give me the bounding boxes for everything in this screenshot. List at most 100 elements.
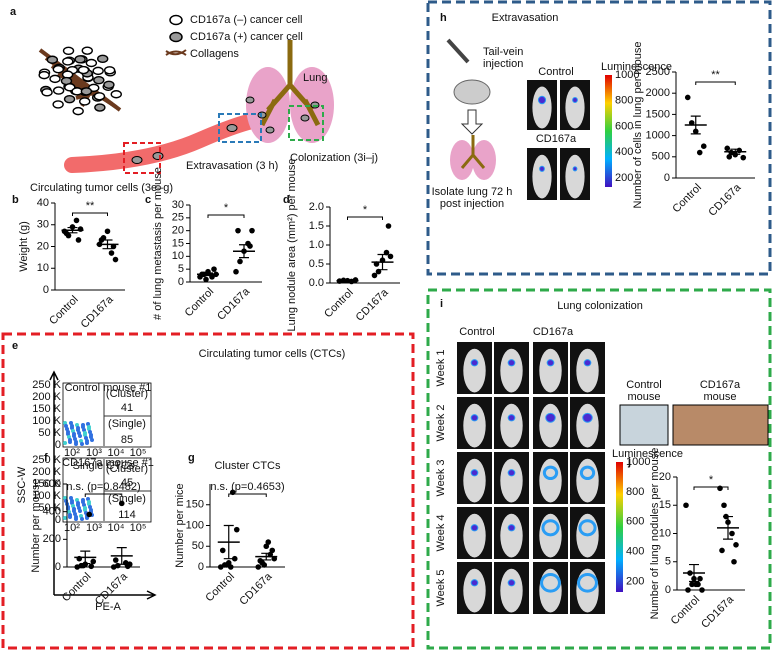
x-tick-label: CD167a: [215, 285, 253, 323]
y-tick-label: 5: [178, 263, 184, 275]
zoom-box: [123, 142, 161, 174]
mouse-body: [463, 458, 486, 503]
flow-dot: [78, 509, 82, 513]
week-label: Week 4: [435, 514, 447, 551]
data-point: [371, 272, 378, 279]
data-point: [211, 266, 217, 272]
cancer-cell: [81, 46, 93, 55]
luminescence-signal: [578, 519, 597, 537]
data-point: [685, 587, 691, 593]
plot-title: Control mouse #1: [65, 382, 152, 394]
flow-y-tick: 150 K: [32, 478, 61, 490]
mouse-body: [576, 403, 599, 448]
y-axis-title: Lung nodule area (mm²) per mouse: [286, 158, 298, 331]
flow-x-tick: 10³: [86, 447, 102, 459]
cancer-cell: [52, 65, 65, 74]
significance-label: **: [711, 69, 720, 81]
error-bar: [239, 244, 249, 259]
colorbar-tick: 200: [626, 576, 644, 588]
mouse-body: [565, 154, 585, 199]
flow-y-tick: 250 K: [32, 454, 61, 466]
cancer-cell: [93, 92, 106, 101]
luminescence-signal: [540, 572, 561, 593]
data-point: [352, 277, 359, 283]
error-bar: [203, 272, 213, 277]
flow-x-tick: 10²: [64, 447, 80, 459]
panel-label: a: [10, 6, 17, 18]
data-point: [699, 587, 705, 593]
y-tick-label: 2.0: [309, 201, 324, 213]
flow-dot: [72, 507, 76, 511]
y-tick-label: 0: [55, 561, 61, 573]
luminescence-signal: [470, 359, 479, 367]
x-tick-label: CD167a: [79, 293, 117, 331]
lung-label: Lung: [303, 72, 327, 84]
data-point: [721, 502, 727, 509]
y-axis-title: Number of cells in lung per mouse: [632, 42, 644, 209]
y-tick-label: 0.5: [309, 258, 324, 270]
flow-dot: [89, 508, 93, 512]
significance-bracket: [207, 214, 245, 218]
legend-icon: [169, 31, 183, 43]
luminescence-signal: [507, 579, 516, 587]
y-tick-label: 5: [665, 556, 671, 568]
y-tick-label: 2500: [646, 66, 670, 78]
trachea: [460, 135, 486, 169]
data-point: [683, 502, 689, 509]
week-label: Week 3: [435, 459, 447, 496]
data-point: [257, 557, 264, 564]
panel-title: Lung colonization: [557, 300, 643, 312]
colorbar-tick: 600: [615, 120, 633, 132]
flow-y-tick: 200 K: [32, 466, 61, 478]
panel-label: g: [188, 452, 195, 464]
luminescence-signal: [507, 524, 516, 532]
luminescence-signal: [545, 412, 556, 423]
mouse-body: [576, 458, 599, 503]
data-point: [684, 94, 691, 101]
cancer-cell: [62, 46, 75, 55]
gate-count: 85: [121, 434, 133, 446]
significance-label: n.s. (p=0.8482): [66, 481, 140, 493]
cancer-cell: [96, 54, 109, 64]
luminescence-signal: [537, 95, 547, 105]
cancer-cell: [41, 88, 53, 97]
mouse-body: [532, 154, 552, 199]
significance-label: *: [709, 474, 714, 486]
data-point: [118, 500, 125, 507]
cancer-cell: [62, 57, 74, 66]
y-tick-label: 1.5: [309, 220, 324, 232]
mouse-body: [576, 348, 599, 393]
cancer-cell: [79, 97, 91, 106]
flow-dot: [87, 500, 91, 504]
panel-i-border: [426, 288, 772, 650]
y-tick-label: 10: [659, 527, 671, 539]
trachea: [259, 40, 321, 127]
panel-e-border: [1, 332, 415, 650]
error-bar: [730, 148, 741, 155]
cancer-cell: [94, 103, 106, 112]
cancer-cell: [245, 96, 255, 104]
ctc-label: Circulating tumor cells (3e–g): [30, 182, 173, 194]
x-tick-label: Control: [322, 287, 356, 321]
ihc-label: mouse: [703, 391, 736, 403]
panel-title: Circulating tumor cells (CTCs): [199, 348, 346, 360]
cancer-cell: [265, 126, 275, 134]
legend-label: CD167a (+) cancer cell: [190, 31, 303, 43]
flow-dot: [83, 506, 87, 510]
mouse-body: [565, 86, 585, 129]
zoom-box: [218, 113, 262, 143]
cancer-cell: [74, 55, 86, 64]
panel-label: e: [12, 340, 18, 352]
y-tick-label: 0: [43, 284, 49, 296]
y-axis-title: Number per mouse: [30, 478, 42, 572]
cancer-cell: [85, 58, 98, 68]
luminescence-signal: [577, 572, 598, 593]
flow-dot: [63, 441, 67, 445]
arrow: [460, 109, 484, 135]
data-point: [689, 581, 695, 588]
cancer-cell: [72, 106, 84, 116]
cancer-cell: [110, 90, 122, 99]
label: post injection: [440, 198, 504, 210]
luminescence-signal: [539, 165, 545, 172]
cancer-cell: [80, 87, 93, 96]
